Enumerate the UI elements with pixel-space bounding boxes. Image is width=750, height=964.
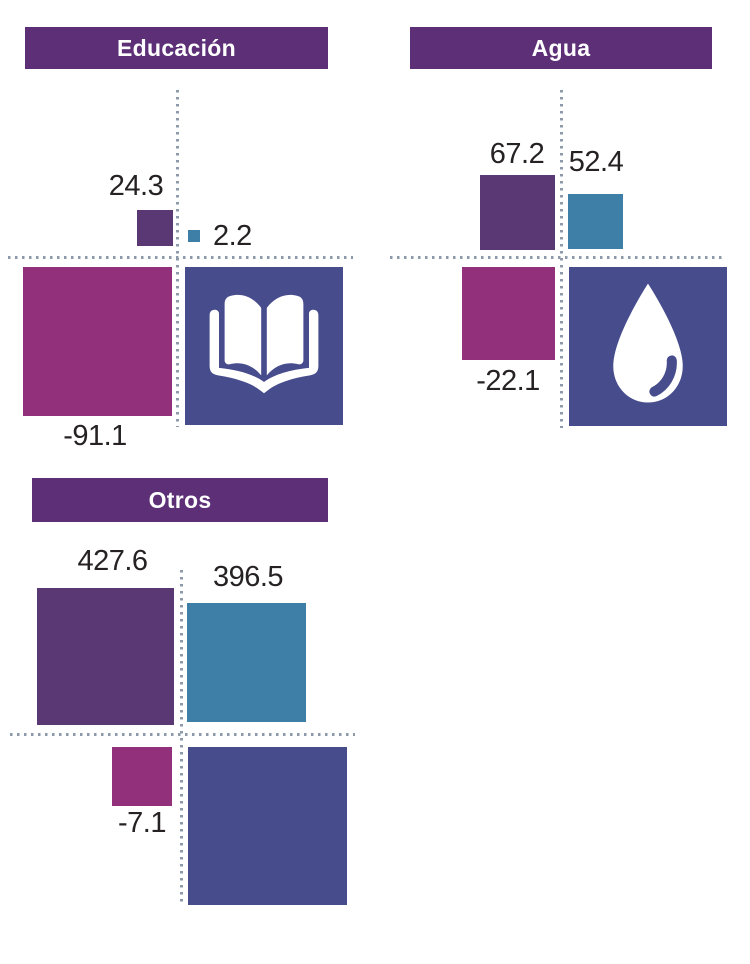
panel-title-otros: Otros bbox=[32, 478, 328, 522]
horizontal-axis-agua bbox=[390, 256, 726, 259]
vertical-axis-agua bbox=[560, 90, 563, 428]
square-educacion-purple bbox=[137, 210, 173, 246]
horizontal-axis-otros bbox=[10, 733, 355, 736]
panel-title-educacion: Educación bbox=[25, 27, 328, 69]
square-otros-purple bbox=[37, 588, 174, 725]
value-label-otros-teal: 396.5 bbox=[212, 561, 284, 593]
plain-tile-otros bbox=[188, 747, 347, 905]
vertical-axis-otros bbox=[180, 570, 183, 905]
value-label-educacion-magenta: -91.1 bbox=[63, 420, 127, 452]
value-label-agua-magenta: -22.1 bbox=[476, 365, 540, 397]
panel-title-label: Educación bbox=[116, 34, 236, 61]
square-educacion-teal bbox=[188, 230, 200, 242]
square-agua-purple bbox=[480, 175, 555, 250]
square-otros-magenta bbox=[112, 747, 172, 806]
square-otros-teal bbox=[187, 603, 306, 722]
open-book-icon bbox=[204, 291, 324, 401]
panel-title-agua: Agua bbox=[410, 27, 712, 69]
square-educacion-magenta bbox=[23, 267, 172, 416]
value-label-otros-purple: 427.6 bbox=[77, 545, 148, 577]
value-label-educacion-purple: 24.3 bbox=[108, 170, 164, 202]
value-label-otros-magenta: -7.1 bbox=[118, 807, 166, 839]
horizontal-axis-educacion bbox=[8, 256, 353, 259]
value-label-educacion-teal: 2.2 bbox=[213, 220, 252, 252]
value-label-agua-teal: 52.4 bbox=[568, 146, 624, 178]
panel-title-label: Agua bbox=[531, 34, 591, 61]
square-agua-magenta bbox=[462, 267, 555, 360]
icon-tile-educacion bbox=[185, 267, 343, 425]
square-agua-teal bbox=[568, 194, 623, 249]
value-label-agua-purple: 67.2 bbox=[489, 138, 545, 170]
panel-title-label: Otros bbox=[148, 486, 212, 513]
icon-tile-agua bbox=[569, 267, 727, 426]
water-drop-icon bbox=[602, 280, 694, 413]
